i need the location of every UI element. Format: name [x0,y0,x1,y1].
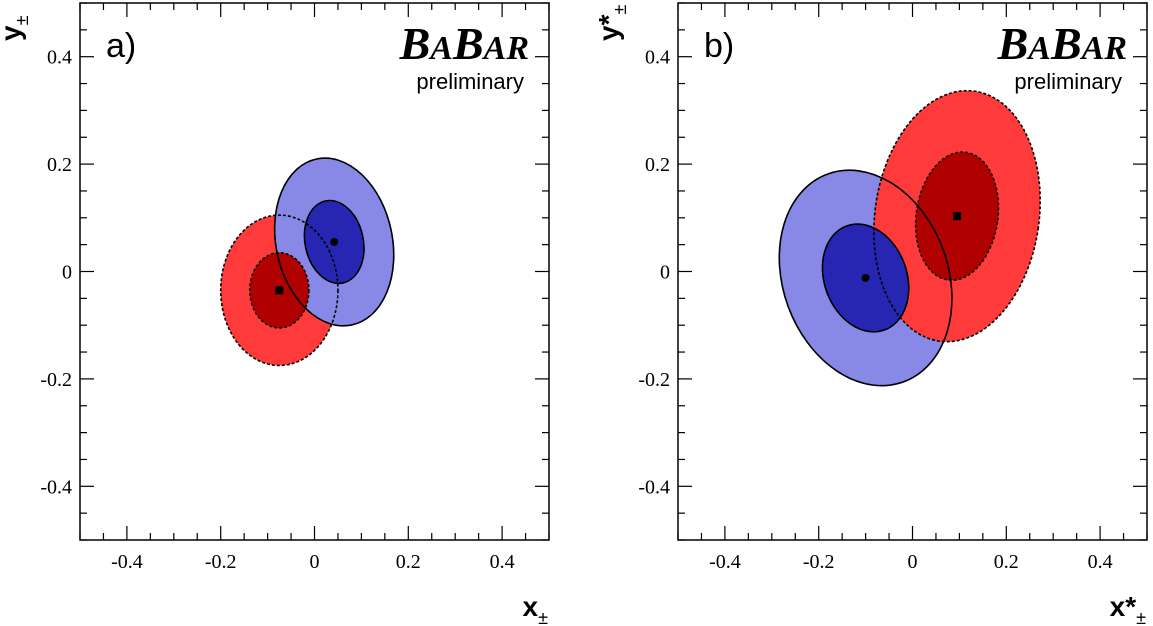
x-tick-label: -0.2 [205,551,237,573]
x-tick-label: 0.2 [994,551,1019,573]
y-axis-title-base: y [0,25,26,41]
x-axis-title: x± [523,591,549,626]
x-axis-title-base: x* [1110,591,1137,622]
babar-logo-part: B [452,18,484,69]
y-axis-title: y*± [593,5,630,41]
x-tick-label: -0.4 [111,551,143,573]
x-tick-label: 0 [310,551,320,573]
babar-logo: BABAR [997,18,1127,69]
contour-inner-line-s1 [914,151,1000,282]
babar-logo-part: A [1026,30,1051,67]
y-tick-label: 0.4 [47,47,72,69]
contour-outer-line-s1 [273,157,395,327]
y-tick-label: -0.2 [40,369,72,391]
babar-logo-part: AR [482,30,529,67]
x-axis-title: x*± [1110,591,1146,626]
y-tick-label: 0.4 [645,47,670,69]
babar-logo-part: AR [1080,30,1127,67]
panel-letter: a) [106,27,136,65]
x-tick-label: 0.4 [1088,551,1113,573]
x-tick-label: -0.4 [709,551,741,573]
y-tick-label: -0.4 [638,476,670,498]
y-tick-label: 0.2 [47,154,72,176]
preliminary-label: preliminary [416,69,524,94]
x-axis-title-base: x [523,591,539,622]
panel-b: -0.4 -0.2 0 0.2 0.4-0.4-0.200.20.4 b) BABARpre… [593,2,1148,626]
central-value-marker-s0 [275,286,284,295]
contour-outer-line-s1 [873,89,1042,343]
y-tick-label: 0.2 [645,154,670,176]
panel-letter: b) [704,27,734,65]
contour-inner-line-s1 [303,199,365,285]
contour-inner-line-s0 [821,223,910,333]
y-axis-title-subscript: ± [12,15,32,25]
central-value-marker-s1 [953,212,962,221]
y-axis-title: y± [0,15,32,41]
contour-outer-line-s0 [219,214,339,367]
y-axis-title-subscript: ± [610,5,630,15]
panel-a: -0.4 -0.2 0 0.2 0.4-0.4-0.200.20.4 a) BABARpre… [0,2,550,626]
x-tick-label: 0.4 [490,551,515,573]
x-tick-label: -0.2 [803,551,835,573]
x-tick-label: 0 [908,551,918,573]
x-axis-title-subscript: ± [1136,608,1146,626]
y-tick-label: -0.4 [40,476,72,498]
y-tick-label: -0.2 [638,369,670,391]
preliminary-label: preliminary [1014,69,1122,94]
y-tick-label: 0 [660,262,670,284]
x-axis-title-subscript: ± [538,608,548,626]
babar-logo-part: B [997,18,1029,69]
y-axis-title-base: y* [593,14,624,41]
central-value-marker-s1 [330,237,339,246]
babar-logo-part: B [399,18,431,69]
central-value-marker-s0 [861,273,870,282]
babar-logo-part: B [1050,18,1082,69]
contour-inner-line-s0 [248,251,310,329]
y-tick-label: 0 [62,262,72,284]
babar-logo: BABAR [399,18,529,69]
x-tick-label: 0.2 [396,551,421,573]
contour-outer-line-s0 [778,169,953,387]
babar-logo-part: A [428,30,453,67]
